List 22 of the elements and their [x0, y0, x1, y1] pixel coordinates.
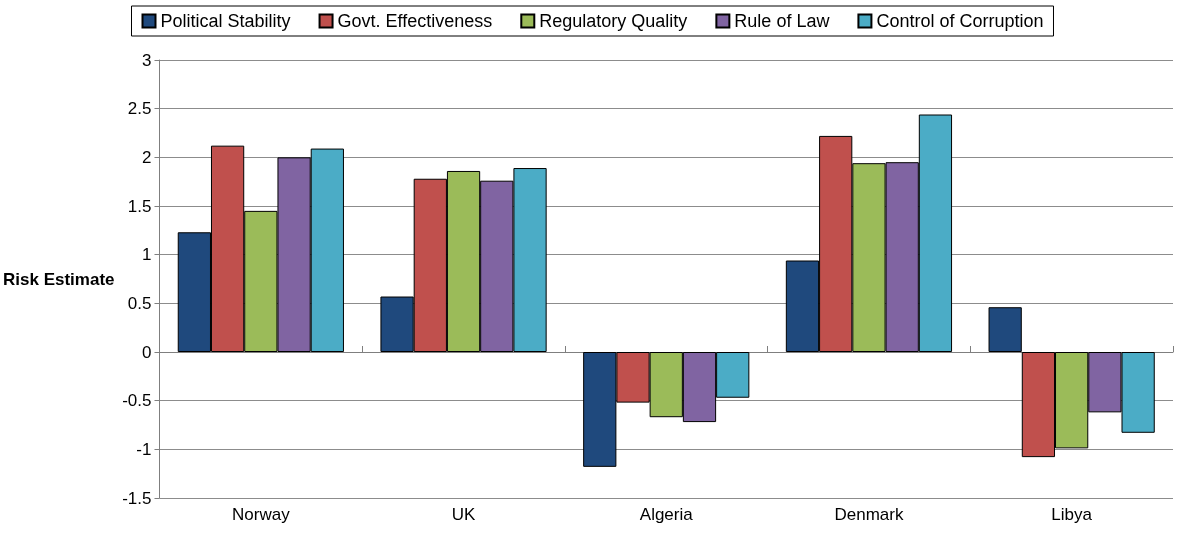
- legend-label: Rule of Law: [734, 11, 831, 31]
- x-tick-label: UK: [451, 505, 477, 524]
- legend-label: Control of Corruption: [876, 11, 1044, 31]
- y-tick-label: -1.5: [122, 488, 152, 508]
- y-tick-label: 2: [142, 147, 152, 167]
- x-tick-label: Algeria: [639, 505, 694, 524]
- legend-label: Govt. Effectiveness: [337, 11, 493, 31]
- y-tick-label: -1: [136, 439, 152, 459]
- bar: [988, 307, 1022, 352]
- legend-label: Regulatory Quality: [539, 11, 688, 31]
- y-tick-label: 2.5: [127, 99, 152, 119]
- y-tick-label: 3: [142, 50, 152, 70]
- y-tick-label: 0: [142, 342, 152, 362]
- x-tick-label: Norway: [232, 505, 291, 524]
- y-tick-label: 0.5: [127, 293, 152, 313]
- y-axis-title: Risk Estimate: [3, 269, 115, 289]
- y-tick-label: -0.5: [122, 391, 152, 411]
- legend-label: Political Stability: [160, 11, 291, 31]
- x-tick-label: Denmark: [834, 505, 904, 524]
- y-tick-label: 1.5: [127, 196, 152, 216]
- y-tick-label: 1: [142, 245, 152, 265]
- x-tick-label: Libya: [1051, 505, 1093, 524]
